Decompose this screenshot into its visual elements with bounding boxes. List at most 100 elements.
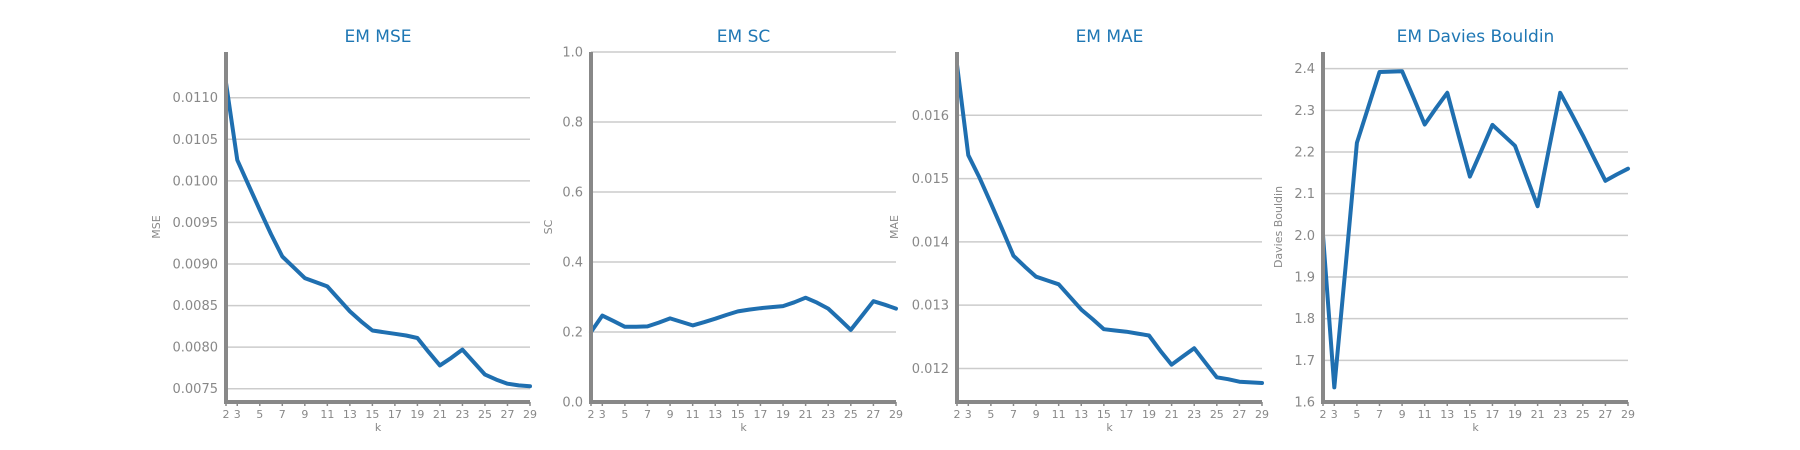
x-tick-label: 7 [644, 408, 651, 421]
x-tick-label: 19 [410, 408, 424, 421]
y-tick-label: 2.4 [1294, 62, 1315, 77]
x-tick-label: 2 [1320, 408, 1327, 421]
x-tick-label: 17 [1119, 408, 1133, 421]
y-tick-label: 0.0110 [173, 91, 219, 106]
x-tick-label: 29 [889, 408, 903, 421]
x-tick-label: 2 [223, 408, 230, 421]
x-axis-label: k [375, 421, 382, 434]
y-tick-label: 2.1 [1294, 187, 1315, 202]
x-tick-label: 19 [776, 408, 790, 421]
y-tick-label: 2.3 [1294, 104, 1315, 119]
y-tick-label: 1.0 [562, 46, 583, 61]
x-tick-label: 9 [1033, 408, 1040, 421]
x-tick-label: 21 [1531, 408, 1545, 421]
x-tick-label: 3 [1331, 408, 1338, 421]
x-tick-label: 15 [1097, 408, 1111, 421]
x-tick-label: 29 [1255, 408, 1269, 421]
y-axis-label: SC [542, 219, 555, 234]
x-tick-label: 17 [388, 408, 402, 421]
x-tick-label: 7 [1010, 408, 1017, 421]
x-tick-label: 21 [433, 408, 447, 421]
x-tick-label: 13 [1440, 408, 1454, 421]
x-tick-label: 27 [1598, 408, 1612, 421]
y-axis-label: Davies Bouldin [1272, 186, 1285, 268]
x-tick-label: 17 [753, 408, 767, 421]
x-tick-label: 15 [731, 408, 745, 421]
x-tick-label: 27 [1232, 408, 1246, 421]
chart-panel-4: 1.6 1.7 1.8 1.9 2.0 2.1 2.2 2.3 2.4 2 3 5 7 9 11 13 15 17… [1272, 27, 1635, 434]
x-tick-label: 17 [1485, 408, 1499, 421]
x-tick-label: 23 [821, 408, 835, 421]
y-tick-label: 0.0085 [173, 299, 219, 314]
series-line [224, 80, 532, 389]
y-tick-label: 0.6 [562, 186, 583, 201]
x-tick-label: 23 [1187, 408, 1201, 421]
x-tick-label: 2 [954, 408, 961, 421]
chart-panel-1: 0.0075 0.0080 0.0085 0.0090 0.0095 0.0100 0.01… [150, 27, 537, 434]
x-tick-label: 2 [588, 408, 595, 421]
y-tick-label: 0.2 [562, 326, 583, 341]
y-tick-label: 0.012 [912, 362, 949, 377]
x-tick-label: 11 [1418, 408, 1432, 421]
x-tick-label: 11 [686, 408, 700, 421]
y-tick-label: 2.2 [1294, 146, 1315, 161]
chart-title: EM MAE [1076, 27, 1144, 47]
x-axis-label: k [1106, 421, 1113, 434]
x-tick-label: 9 [301, 408, 308, 421]
x-tick-label: 5 [621, 408, 628, 421]
x-tick-label: 19 [1508, 408, 1522, 421]
series-line [955, 62, 1264, 385]
x-tick-label: 19 [1142, 408, 1156, 421]
x-tick-label: 25 [844, 408, 858, 421]
y-tick-label: 0.0100 [173, 174, 219, 189]
y-tick-label: 1.6 [1294, 396, 1315, 411]
y-tick-label: 0.015 [912, 172, 949, 187]
x-tick-label: 3 [965, 408, 972, 421]
y-tick-label: 1.7 [1294, 354, 1315, 369]
x-tick-label: 29 [1621, 408, 1635, 421]
x-tick-label: 23 [455, 408, 469, 421]
chart-title: EM Davies Bouldin [1397, 27, 1555, 47]
x-tick-label: 15 [365, 408, 379, 421]
x-tick-label: 7 [279, 408, 286, 421]
x-tick-label: 15 [1463, 408, 1477, 421]
chart-title: EM MSE [344, 27, 411, 47]
x-tick-label: 13 [343, 408, 357, 421]
series-line [1321, 69, 1630, 390]
x-tick-label: 29 [523, 408, 537, 421]
x-tick-label: 3 [599, 408, 606, 421]
y-tick-label: 1.8 [1294, 312, 1315, 327]
x-tick-label: 9 [667, 408, 674, 421]
x-tick-label: 23 [1553, 408, 1567, 421]
x-tick-label: 3 [234, 408, 241, 421]
x-tick-label: 25 [1210, 408, 1224, 421]
x-tick-label: 5 [987, 408, 994, 421]
y-tick-label: 0.016 [912, 109, 949, 124]
y-tick-label: 0.0105 [173, 133, 219, 148]
y-tick-label: 0.0075 [173, 382, 219, 397]
x-tick-label: 27 [866, 408, 880, 421]
x-tick-label: 25 [478, 408, 492, 421]
x-tick-label: 25 [1576, 408, 1590, 421]
x-axis-label: k [740, 421, 747, 434]
y-tick-label: 0.0095 [173, 216, 219, 231]
x-tick-label: 21 [1165, 408, 1179, 421]
chart-panel-2: 0.0 0.2 0.4 0.6 0.8 1.0 2 3 5 7 9 11 13 15 17 19 21 23 25 2… [542, 27, 903, 434]
x-tick-label: 27 [500, 408, 514, 421]
x-axis-label: k [1472, 421, 1479, 434]
chart-panel-3: 0.012 0.013 0.014 0.015 0.016 2 3 5 7 9 11 13 15 17 19… [888, 27, 1269, 434]
x-tick-label: 5 [1353, 408, 1360, 421]
y-tick-label: 0.8 [562, 116, 583, 131]
y-tick-label: 0.0 [562, 396, 583, 411]
x-tick-label: 13 [708, 408, 722, 421]
y-axis-label: MAE [888, 215, 901, 239]
y-tick-label: 1.9 [1294, 271, 1315, 286]
x-tick-label: 5 [256, 408, 263, 421]
y-tick-label: 0.4 [562, 256, 583, 271]
y-tick-label: 0.0090 [173, 257, 219, 272]
y-tick-label: 2.0 [1294, 229, 1315, 244]
y-tick-label: 0.013 [912, 299, 949, 314]
y-tick-label: 0.014 [912, 235, 949, 250]
x-tick-label: 9 [1399, 408, 1406, 421]
